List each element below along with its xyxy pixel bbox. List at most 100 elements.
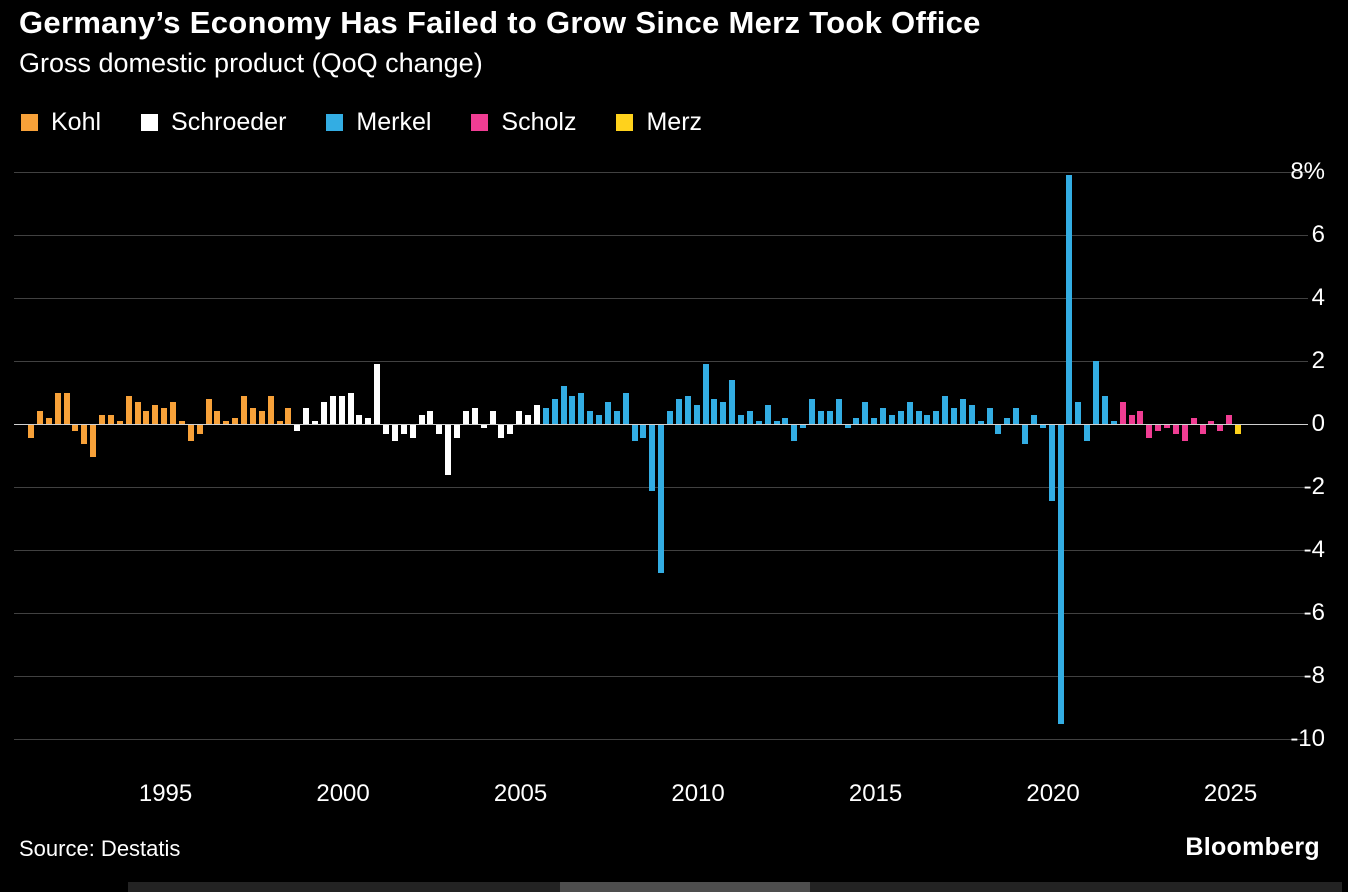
legend-label: Merz: [646, 108, 703, 136]
bar: [125, 395, 132, 424]
bar: [817, 411, 824, 424]
bar: [365, 417, 372, 424]
bar: [729, 379, 736, 424]
gridline: [14, 361, 1308, 362]
bar: [1181, 425, 1188, 441]
legend-swatch-merz: [616, 114, 634, 131]
bar: [569, 395, 576, 424]
bar: [391, 425, 398, 441]
bar: [107, 414, 114, 424]
bar: [800, 425, 807, 429]
bar: [711, 398, 718, 424]
bar: [578, 392, 585, 424]
bar: [933, 411, 940, 424]
bar: [374, 364, 381, 424]
bar: [826, 411, 833, 424]
bar: [81, 425, 88, 444]
bar: [551, 398, 558, 424]
x-axis-label: 2015: [848, 780, 903, 807]
bar: [755, 420, 762, 424]
bar: [684, 395, 691, 424]
bar: [880, 408, 886, 424]
gridline: [14, 613, 1308, 614]
y-axis-label: 2: [1311, 347, 1325, 374]
bar: [1004, 417, 1011, 424]
bar: [871, 417, 878, 424]
bar: [613, 411, 620, 424]
bar: [1199, 425, 1206, 435]
bar: [214, 411, 221, 424]
bar: [99, 414, 105, 424]
bar: [241, 395, 247, 424]
bar: [667, 411, 673, 424]
bar: [232, 417, 239, 424]
legend-label: Schroeder: [171, 108, 287, 136]
y-axis-label: -6: [1303, 599, 1325, 626]
bar: [36, 411, 43, 424]
bar: [72, 425, 79, 432]
bar: [986, 408, 993, 424]
y-axis-label: 4: [1311, 284, 1325, 311]
bar: [835, 398, 842, 424]
bar: [1208, 420, 1215, 424]
bar: [400, 425, 407, 435]
bar: [1155, 425, 1162, 432]
bar: [640, 425, 647, 438]
bar: [1093, 361, 1099, 424]
gridline: [14, 172, 1308, 173]
bar: [507, 425, 514, 435]
bar: [409, 425, 416, 438]
y-axis-label: 8%: [1290, 158, 1325, 185]
zero-line: [14, 424, 1308, 425]
y-axis-label: -10: [1290, 725, 1325, 752]
bar: [533, 405, 540, 424]
legend-item-merz: Merz: [616, 108, 702, 137]
bar: [773, 420, 780, 424]
y-axis-label: -4: [1303, 536, 1325, 563]
bar: [249, 408, 256, 424]
bar: [1217, 425, 1224, 432]
bar: [1022, 425, 1028, 444]
bar: [516, 411, 523, 424]
bar: [258, 411, 265, 424]
bar: [462, 411, 469, 424]
bar: [942, 395, 949, 424]
bar: [560, 386, 567, 424]
legend-swatch-scholz: [471, 114, 489, 131]
x-axis-label: 2000: [316, 780, 370, 807]
bar: [347, 392, 354, 424]
bar: [63, 392, 70, 424]
bar: [622, 392, 629, 424]
bar: [312, 420, 318, 424]
gridline: [14, 739, 1308, 740]
gridline: [14, 235, 1308, 236]
bar: [791, 425, 798, 441]
bar: [897, 411, 904, 424]
legend: Kohl Schroeder Merkel Scholz Merz: [21, 108, 702, 137]
horizontal-scrollbar-track[interactable]: [128, 882, 1342, 892]
bar: [285, 408, 292, 424]
bar: [587, 411, 594, 424]
y-axis-label: 6: [1311, 221, 1325, 248]
bar: [1030, 414, 1037, 424]
bar: [1164, 425, 1170, 429]
horizontal-scrollbar-thumb[interactable]: [560, 882, 810, 892]
legend-swatch-schroeder: [141, 114, 159, 131]
bar: [90, 425, 97, 457]
bar: [1048, 425, 1055, 501]
bar: [1119, 401, 1126, 424]
bar: [45, 417, 52, 424]
bar: [1066, 175, 1073, 424]
bar: [658, 425, 665, 574]
x-axis-label: 2025: [1203, 780, 1258, 807]
x-axis-label: 2005: [493, 780, 548, 807]
bar: [1137, 411, 1144, 424]
bar: [1057, 425, 1064, 725]
bar: [436, 425, 443, 435]
y-axis-label: 0: [1311, 410, 1325, 437]
legend-item-scholz: Scholz: [471, 108, 576, 137]
bar: [320, 401, 327, 424]
bar: [915, 411, 922, 424]
bar: [844, 425, 851, 429]
bar: [1146, 425, 1153, 438]
